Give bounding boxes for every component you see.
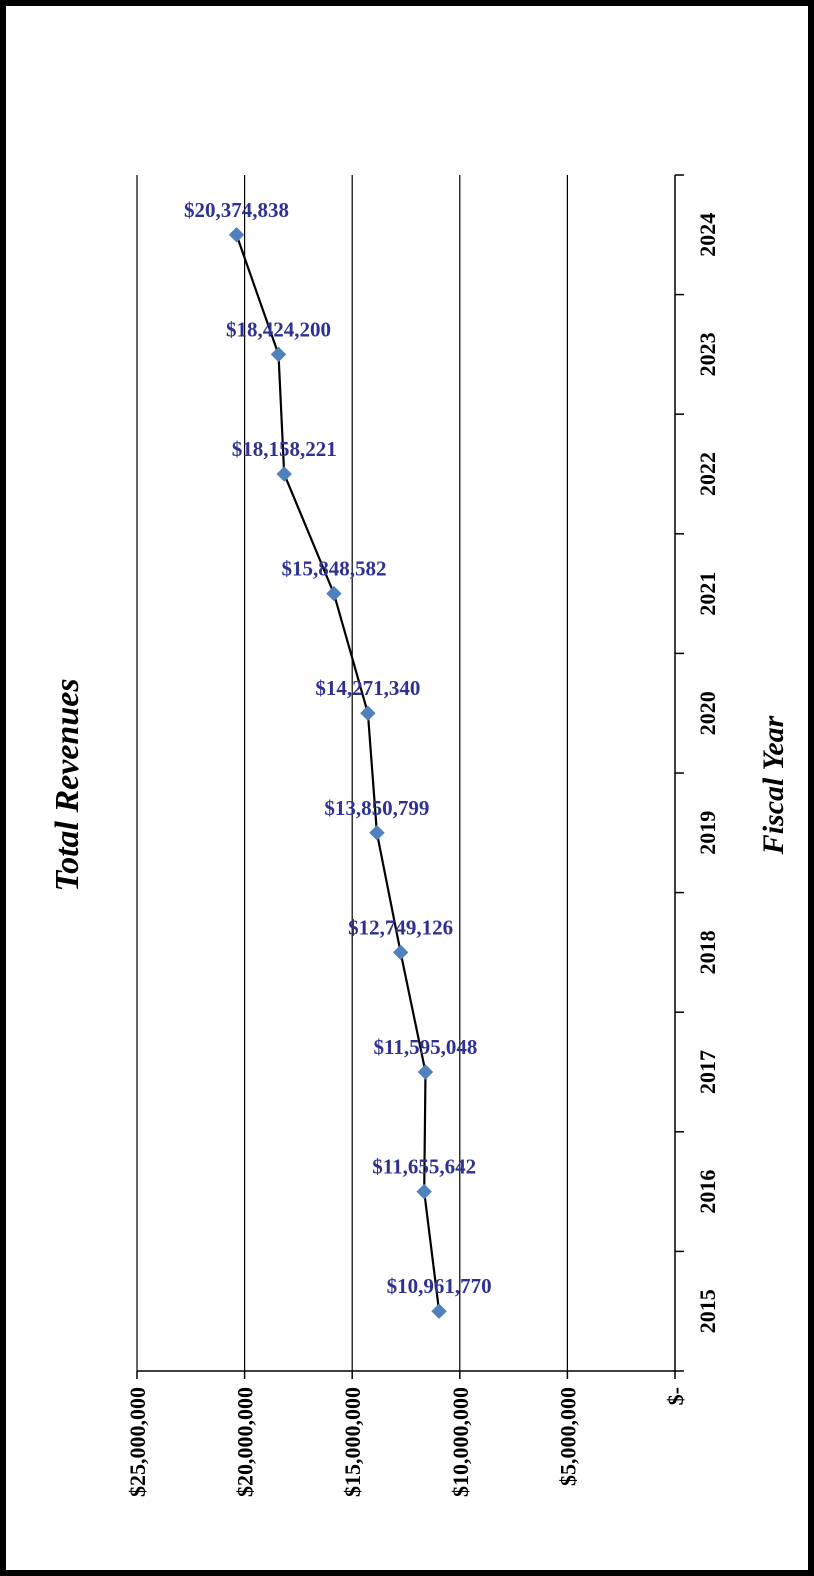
- data-label: $10,961,770: [387, 1274, 492, 1298]
- x-tick-label: 2019: [695, 811, 720, 855]
- data-point-marker: [276, 466, 292, 482]
- axes: [136, 174, 684, 1379]
- data-label: $20,374,838: [184, 198, 289, 222]
- data-label: $11,595,048: [374, 1035, 478, 1059]
- x-tick-label: 2015: [695, 1289, 720, 1333]
- data-point-marker: [431, 1303, 447, 1319]
- series-line-group: [235, 234, 441, 1312]
- data-point-marker: [326, 585, 342, 602]
- markers: [228, 227, 447, 1319]
- data-label: $13,850,799: [324, 796, 429, 820]
- x-tick-label: 2016: [695, 1170, 720, 1214]
- x-tick-label: 2020: [695, 691, 720, 735]
- data-point-marker: [392, 944, 409, 961]
- y-tick-label: $20,000,000: [233, 1387, 258, 1497]
- x-tick-label: 2022: [695, 452, 720, 496]
- x-tick-label: 2023: [695, 332, 720, 376]
- x-tick-label: 2021: [695, 572, 720, 616]
- data-label: $14,271,340: [315, 676, 420, 700]
- y-tick-label: $5,000,000: [555, 1387, 580, 1486]
- gridlines: [136, 175, 569, 1371]
- x-tick-label: 2018: [695, 930, 720, 974]
- chart-title: Total Revenues: [49, 678, 86, 891]
- x-axis-title: Fiscal Year: [757, 715, 790, 855]
- y-tick-label: $15,000,000: [340, 1387, 365, 1497]
- data-point-marker: [270, 346, 287, 363]
- data-label: $11,655,642: [372, 1155, 476, 1179]
- data-label: $18,424,200: [226, 317, 331, 341]
- data-label: $15,848,582: [281, 557, 386, 581]
- y-tick-labels: $- $5,000,000 $10,000,000 $15,000,000 $20,00…: [125, 1387, 688, 1497]
- y-tick-label: $-: [663, 1387, 688, 1405]
- y-tick-label: $25,000,000: [125, 1387, 150, 1497]
- y-tick-label: $10,000,000: [448, 1387, 473, 1497]
- x-tick-label: 2024: [695, 213, 720, 257]
- series-line: [235, 234, 441, 1312]
- data-point-marker: [228, 227, 245, 243]
- data-labels: $10,961,770 $11,655,642 $11,595,048 $12,749…: [184, 198, 492, 1298]
- x-tick-labels: 2015 2016 2017 2018 2019 2020 2021 2022 2023 2024: [695, 213, 720, 1333]
- data-point-marker: [360, 705, 376, 721]
- data-label: $18,158,221: [232, 437, 337, 461]
- data-label: $12,749,126: [348, 915, 453, 939]
- data-point-marker: [417, 1064, 434, 1080]
- data-point-marker: [416, 1183, 432, 1200]
- data-point-marker: [369, 825, 385, 841]
- x-tick-label: 2017: [695, 1050, 720, 1094]
